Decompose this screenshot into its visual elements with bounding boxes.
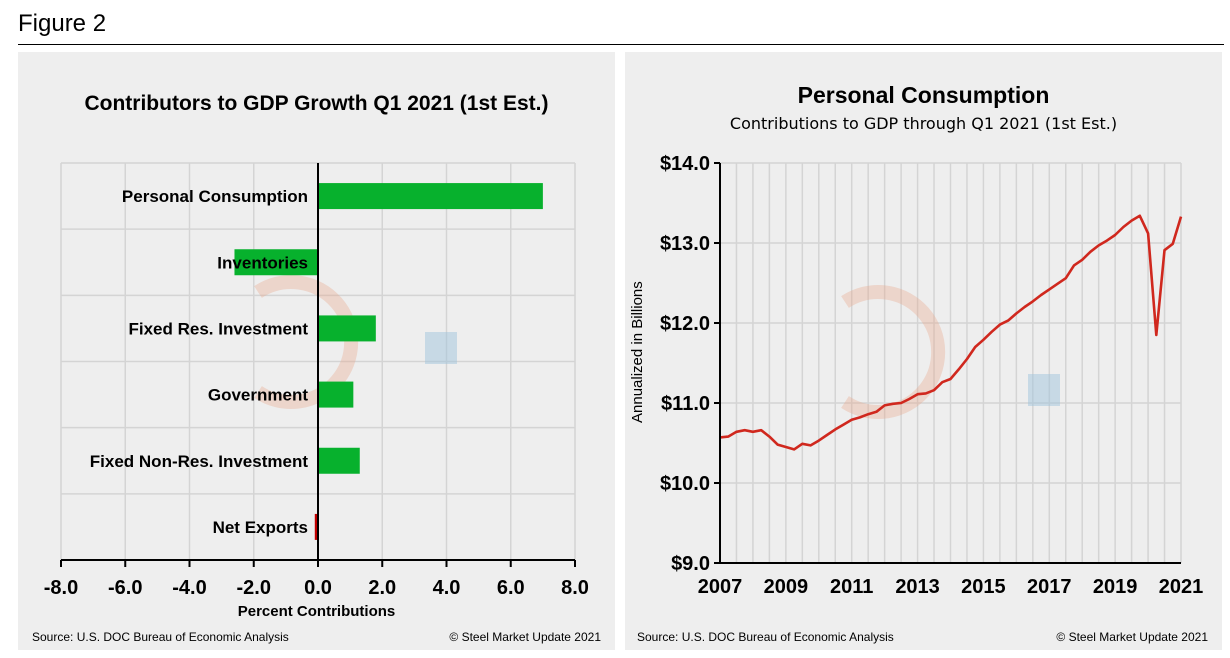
line-chart: $9.0 $10.0 $11.0 $12.0 $13.0 $14.0 2007 2009 201… bbox=[660, 153, 1204, 598]
x-tick-label: 8.0 bbox=[561, 577, 589, 599]
watermark-badge bbox=[1028, 374, 1060, 406]
category-label: Fixed Res. Investment bbox=[128, 319, 308, 338]
category-label: Fixed Non-Res. Investment bbox=[90, 452, 309, 471]
x-tick-label: 2017 bbox=[1027, 576, 1072, 598]
bar-government bbox=[318, 381, 354, 408]
bar-inventories bbox=[234, 249, 318, 276]
x-axis-label: Percent Contributions bbox=[237, 603, 396, 620]
y-tick-label: $10.0 bbox=[660, 473, 710, 495]
y-tick-label: $9.0 bbox=[671, 553, 710, 575]
x-tick-label: 2015 bbox=[961, 576, 1006, 598]
personal-consumption-panel: Personal Consumption Contributions to GD… bbox=[625, 52, 1222, 650]
chart-title: Personal Consumption bbox=[797, 82, 1050, 108]
x-tick-label: 2021 bbox=[1159, 576, 1204, 598]
figure-label: Figure 2 bbox=[18, 10, 107, 37]
chart-subtitle: Contributions to GDP through Q1 2021 (1s… bbox=[729, 114, 1118, 133]
x-tick-label: 6.0 bbox=[497, 577, 525, 599]
chart-title: Contributors to GDP Growth Q1 2021 (1st … bbox=[84, 92, 549, 115]
x-tick-label: 2013 bbox=[895, 576, 940, 598]
y-tick-label: $14.0 bbox=[660, 153, 710, 175]
x-tick-label: -8.0 bbox=[44, 577, 78, 599]
x-tick-label: 0.0 bbox=[304, 577, 332, 599]
y-axis-label: Annualized in Billions bbox=[629, 281, 646, 423]
copyright-note: © Steel Market Update 2021 bbox=[1056, 630, 1208, 644]
category-label: Personal Consumption bbox=[122, 187, 308, 206]
category-label: Inventories bbox=[217, 253, 308, 272]
bar-personal-consumption bbox=[318, 183, 543, 210]
x-tick-label: 2.0 bbox=[368, 577, 396, 599]
watermark-swoosh bbox=[841, 285, 946, 419]
bar-chart: Personal Consumption Inventories Fixed Res… bbox=[44, 162, 589, 599]
copyright-note: © Steel Market Update 2021 bbox=[449, 630, 601, 644]
bar-fixed-non-res-investment bbox=[318, 447, 360, 474]
bar-fixed-res-investment bbox=[318, 315, 376, 342]
category-label: Net Exports bbox=[213, 518, 308, 537]
x-tick-label: 4.0 bbox=[433, 577, 461, 599]
source-note: Source: U.S. DOC Bureau of Economic Anal… bbox=[637, 630, 894, 644]
x-tick-label: -4.0 bbox=[172, 577, 206, 599]
x-tick-label: 2019 bbox=[1093, 576, 1138, 598]
y-tick-label: $12.0 bbox=[660, 313, 710, 335]
source-note: Source: U.S. DOC Bureau of Economic Anal… bbox=[32, 630, 289, 644]
x-tick-label: 2009 bbox=[764, 576, 809, 598]
category-label: Government bbox=[208, 386, 308, 405]
divider bbox=[18, 44, 1224, 45]
bar-net-exports bbox=[314, 513, 318, 540]
x-tick-label: 2007 bbox=[698, 576, 743, 598]
y-tick-label: $13.0 bbox=[660, 233, 710, 255]
x-tick-label: 2011 bbox=[830, 576, 873, 598]
gdp-contributors-panel: Contributors to GDP Growth Q1 2021 (1st … bbox=[18, 52, 615, 650]
watermark-swoosh bbox=[254, 275, 359, 409]
x-tick-label: -6.0 bbox=[108, 577, 142, 599]
x-tick-label: -2.0 bbox=[237, 577, 271, 599]
watermark-badge bbox=[425, 332, 457, 364]
y-tick-label: $11.0 bbox=[661, 393, 710, 415]
